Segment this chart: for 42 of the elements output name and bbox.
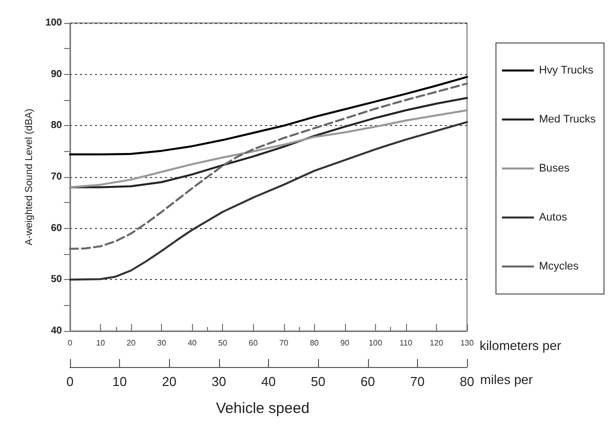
x2-tick-label: 10 xyxy=(112,374,127,389)
line-series xyxy=(69,121,468,281)
y-tick-label: 80 xyxy=(50,120,62,132)
legend-label: Hvy Trucks xyxy=(538,64,594,76)
y-tick-label: 100 xyxy=(45,18,62,28)
x-tick-label: 80 xyxy=(310,338,320,348)
y-axis-title: A-weighted Sound Level (dBA) xyxy=(24,108,35,246)
x2-tick-label: 60 xyxy=(360,374,375,389)
x-tick-label: 40 xyxy=(188,338,198,348)
y-tick-label: 90 xyxy=(50,68,62,80)
x2-tick-label: 0 xyxy=(66,374,74,389)
y-tick-label: 40 xyxy=(50,326,62,336)
x2-axis-title: miles per xyxy=(480,372,534,387)
x-tick-label: 90 xyxy=(340,338,350,348)
x-axis-title: kilometers per xyxy=(480,338,562,353)
x-tick-label: 30 xyxy=(157,338,167,348)
x-tick-label: 0 xyxy=(68,338,73,348)
x-tick-label: 20 xyxy=(126,338,136,348)
y-tick-label: 70 xyxy=(50,172,62,182)
x-tick-label: 10 xyxy=(96,338,106,348)
x2-tick-label: 80 xyxy=(460,374,474,389)
x2-tick-label: 50 xyxy=(310,374,326,389)
legend-label: Mcycles xyxy=(538,260,580,272)
x-tick-label: 70 xyxy=(279,338,289,348)
y-tick-label: 60 xyxy=(50,222,62,234)
x-tick-label: 130 xyxy=(460,338,474,348)
legend-label: Med Trucks xyxy=(538,114,596,126)
x2-tick-label: 40 xyxy=(261,374,276,389)
legend-label: Buses xyxy=(538,162,570,174)
x-tick-label: 120 xyxy=(430,338,444,348)
x-tick-label: 100 xyxy=(368,338,383,348)
x2-tick-label: 70 xyxy=(410,374,425,389)
line-series xyxy=(69,76,468,156)
text: Vehicle speed xyxy=(216,400,310,417)
x2-tick-label: 30 xyxy=(212,374,226,389)
x-tick-label: 60 xyxy=(248,338,258,348)
x-tick-label: 50 xyxy=(218,338,228,348)
x2-tick-label: 20 xyxy=(162,374,176,389)
x-tick-label: 110 xyxy=(400,338,413,348)
y-tick-label: 50 xyxy=(50,274,62,286)
line-series xyxy=(69,82,468,250)
legend-label: Autos xyxy=(538,212,568,224)
